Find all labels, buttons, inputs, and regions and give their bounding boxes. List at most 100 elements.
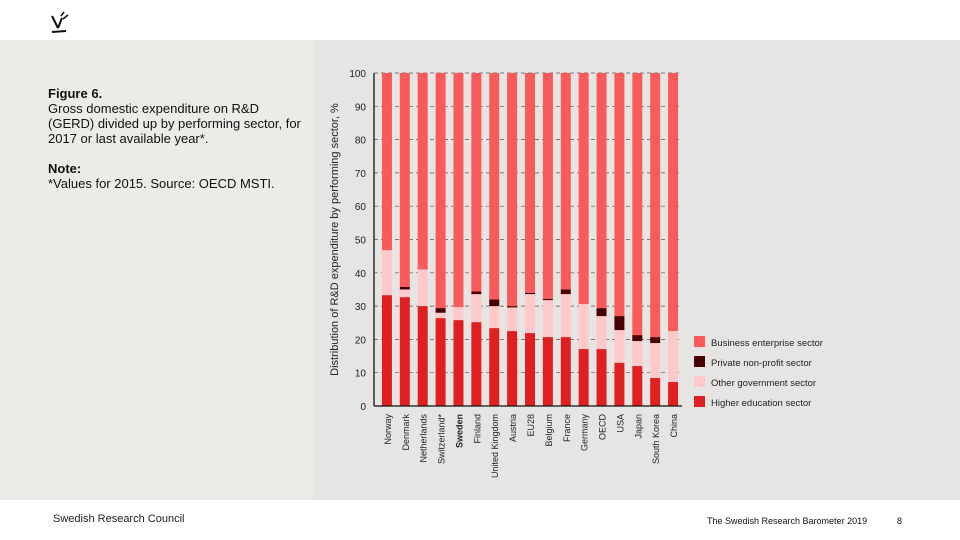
bar-other-government [614,330,625,363]
bar-higher-education [668,382,679,406]
x-tick-label: France [562,414,572,442]
bar-business [596,73,607,309]
bar-other-government [542,300,553,338]
y-tick-label: 70 [355,169,367,180]
bar-business [471,73,482,292]
x-tick-label: Norway [383,414,393,445]
bar-private-nonprofit [399,286,410,290]
bar-private-nonprofit [489,299,500,307]
bar-other-government [632,341,643,367]
legend-label: Other government sector [711,378,816,389]
x-tick-label: Netherlands [419,414,429,463]
bar-business [632,73,643,336]
y-tick-label: 80 [355,136,367,147]
bar-private-nonprofit [632,335,643,342]
bar-higher-education [489,328,500,406]
y-axis-label: Distribution of R&D expenditure by perfo… [329,103,341,376]
bar-business [489,73,500,300]
legend-label: Business enterprise sector [711,338,823,349]
x-tick-label: OECD [598,414,608,441]
bar-private-nonprofit [542,298,553,301]
figure-description: Gross domestic expenditure on R&D (GERD)… [48,101,301,146]
bar-other-government [596,316,607,350]
swedish-research-council-logo-icon [48,10,72,36]
x-tick-label: South Korea [651,414,661,464]
x-tick-label: Denmark [401,414,411,451]
bar-higher-education [453,320,464,406]
bar-higher-education [560,337,571,406]
bar-other-government [399,289,410,298]
bar-other-government [650,343,661,379]
bar-other-government [578,304,589,350]
x-tick-label: Finland [472,414,482,444]
bar-other-government [560,294,571,338]
note-text: *Values for 2015. Source: OECD MSTI. [48,176,275,191]
bar-other-government [525,294,535,334]
y-tick-label: 30 [355,302,367,313]
y-tick-label: 20 [355,335,367,346]
bar-higher-education [596,349,607,406]
y-tick-label: 60 [355,202,367,213]
stacked-bar-chart: 0 10 20 30 40 50 60 70 80 90 100 Norway Denmark Nethe… [329,69,823,478]
legend-swatch-business [694,336,705,347]
bar-business [507,73,518,307]
legend-label: Private non-profit sector [711,358,812,369]
bar-private-nonprofit [507,306,518,308]
bar-business [381,73,392,251]
legend-swatch-private-nonprofit [694,356,705,367]
bar-other-government [489,306,500,329]
bar-higher-education [525,333,535,406]
bar-other-government [435,312,446,319]
page-number: 8 [897,516,903,526]
bar-private-nonprofit [614,316,625,331]
bar-other-government [471,294,482,323]
bar-business [542,73,553,299]
bar-higher-education [435,318,446,406]
bar-business [650,73,661,338]
bar-private-nonprofit [560,289,571,295]
x-tick-label: Belgium [544,414,554,447]
bar-business [560,73,571,290]
bar-higher-education [614,362,625,406]
bar-business [399,73,410,287]
x-tick-label: USA [615,414,625,433]
bar-higher-education [471,322,482,406]
bar-higher-education [632,366,643,406]
y-tick-label: 100 [349,69,366,80]
footer-org: Swedish Research Council [53,513,185,525]
x-tick-label: Germany [580,414,590,452]
bar-business [578,73,589,305]
bar-higher-education [381,295,392,406]
x-tick-label: United Kingdom [490,414,500,478]
x-tick-label: EU28 [526,414,536,437]
x-tick-label: Japan [633,414,643,439]
bar-business [417,73,428,270]
legend-swatch-other-government [694,376,705,387]
bar-other-government [507,307,518,332]
bar-other-government [417,269,428,307]
bar-higher-education [417,306,428,406]
x-tick-label: Sweden [454,414,464,448]
note-label: Note: [48,161,82,176]
legend-swatch-higher-education [694,396,705,407]
y-tick-label: 40 [355,269,367,280]
bar-private-nonprofit [525,292,535,295]
bar-other-government [381,250,392,296]
y-tick-label: 0 [360,402,366,413]
bar-higher-education [507,331,518,406]
x-tick-label: Austria [508,414,518,442]
bar-private-nonprofit [596,308,607,317]
bar-other-government [453,307,464,321]
y-tick-label: 90 [355,102,367,113]
y-tick-label: 50 [355,236,367,247]
footer-title: The Swedish Research Barometer 2019 [707,516,868,526]
x-tick-label: China [669,414,679,438]
bar-higher-education [399,297,410,406]
bar-business [453,73,464,308]
bar-private-nonprofit [435,308,446,313]
bar-private-nonprofit [650,337,661,344]
bar-other-government [668,331,679,383]
bar-private-nonprofit [471,291,482,295]
figure-caption: Figure 6. Gross domestic expenditure on … [48,86,303,191]
bar-business [668,73,679,332]
